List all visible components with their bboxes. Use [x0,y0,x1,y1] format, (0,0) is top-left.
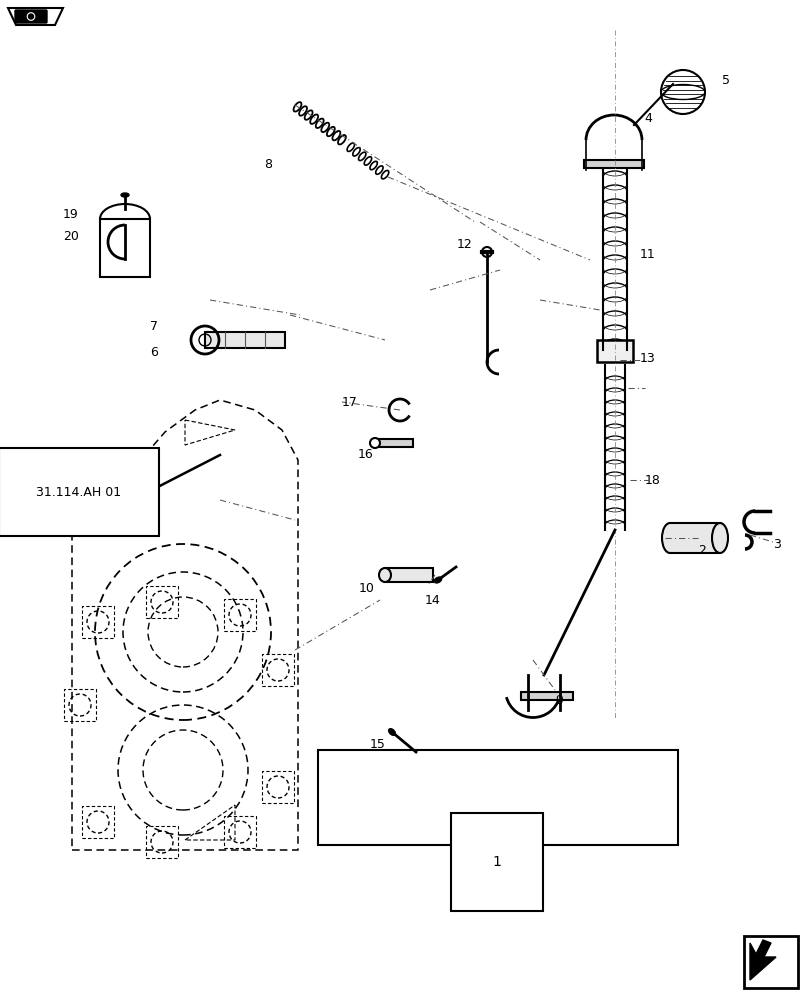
Bar [224,599,256,631]
Ellipse shape [662,523,678,553]
Text: 1: 1 [493,855,502,869]
Text: 12: 12 [457,238,472,251]
Text: 8: 8 [264,158,272,172]
Bar [146,586,178,618]
Circle shape [482,247,492,257]
Circle shape [28,14,33,19]
Text: 14: 14 [425,593,440,606]
Ellipse shape [379,568,391,582]
Polygon shape [750,940,776,980]
Circle shape [27,12,35,20]
Ellipse shape [435,577,442,583]
FancyBboxPatch shape [15,10,47,23]
Text: 17: 17 [342,395,358,408]
Bar [262,771,294,803]
Bar [146,826,178,858]
Text: 16: 16 [358,448,374,462]
Polygon shape [8,8,63,25]
Text: 4: 4 [644,111,652,124]
Bar [744,936,798,988]
Text: 19: 19 [63,209,78,222]
Text: 5: 5 [722,74,730,87]
Bar [375,439,413,447]
Ellipse shape [712,523,728,553]
Text: 11: 11 [640,248,656,261]
Text: 9: 9 [555,694,563,706]
Bar [82,806,114,838]
Ellipse shape [389,729,395,735]
Bar [64,689,96,721]
Text: 31.114.AH 01: 31.114.AH 01 [36,486,121,498]
Text: 20: 20 [63,230,79,242]
Text: 7: 7 [150,320,158,334]
Bar [584,160,644,168]
Bar [205,332,285,348]
Bar [521,692,573,700]
Circle shape [370,438,380,448]
Bar [100,219,150,277]
Text: 10: 10 [359,582,375,594]
Text: 15: 15 [370,738,386,752]
Bar [670,523,720,553]
Text: 3: 3 [773,538,781,552]
Text: 2: 2 [698,544,706,556]
Ellipse shape [121,193,129,197]
Bar [385,568,433,582]
Text: 13: 13 [640,352,656,364]
Text: 18: 18 [645,474,661,487]
Bar [597,340,633,362]
Bar [262,654,294,686]
Bar [82,606,114,638]
Bar [318,750,678,845]
Bar [224,816,256,848]
Text: 6: 6 [150,346,158,359]
